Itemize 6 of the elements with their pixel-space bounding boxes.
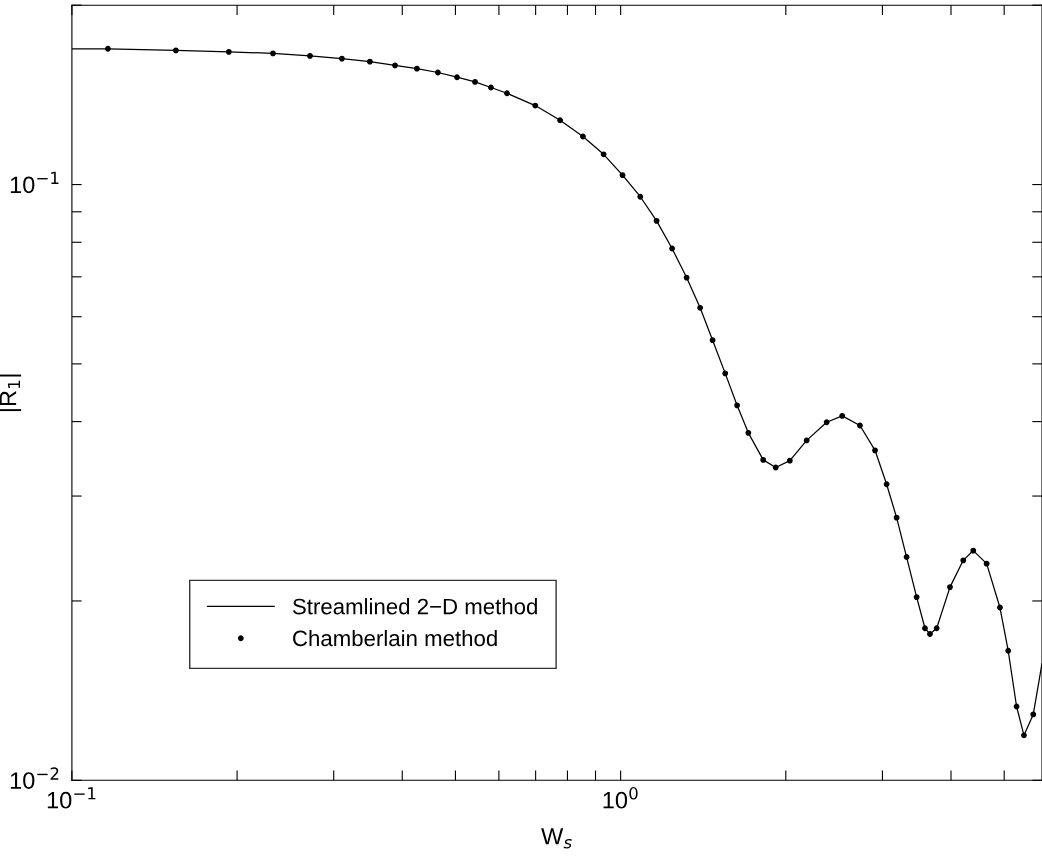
legend-label: Chamberlain method	[293, 629, 497, 647]
x-tick-label: 10$^{0}$	[603, 787, 638, 809]
x-axis-title: W$_{s}$	[541, 828, 572, 849]
legend-label: Streamlined 2−D method	[292, 598, 537, 615]
y-axis-title: |R$_{1}$|	[0, 374, 22, 412]
y-tick-label: 10$^{−2}$	[10, 767, 59, 789]
